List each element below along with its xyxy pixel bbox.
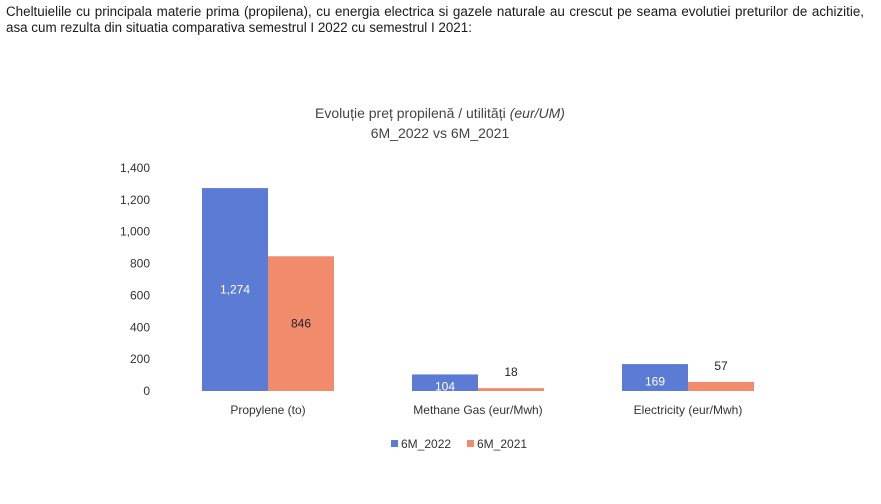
x-category-label: Electricity (eur/Mwh) bbox=[634, 403, 743, 417]
bar-6M_2021-2 bbox=[688, 381, 754, 391]
data-label-6M_2022-0: 1,274 bbox=[220, 283, 250, 297]
intro-paragraph: Cheltuielile cu principala materie prima… bbox=[6, 4, 864, 35]
y-tick-label: 200 bbox=[130, 352, 150, 366]
x-category-label: Propylene (to) bbox=[230, 403, 305, 417]
chart-title-main: Evoluție preț propilenă / utilități bbox=[315, 105, 506, 121]
data-label-6M_2021-1: 18 bbox=[504, 365, 518, 379]
legend-label-6M_2021: 6M_2021 bbox=[477, 437, 527, 451]
data-label-6M_2021-0: 846 bbox=[291, 317, 311, 331]
bar-6M_2022-0 bbox=[202, 188, 268, 391]
bar-6M_2021-1 bbox=[478, 388, 544, 391]
y-tick-label: 400 bbox=[130, 320, 150, 334]
y-tick-label: 1,000 bbox=[120, 225, 150, 239]
bar-6M_2022-2 bbox=[622, 364, 688, 391]
data-label-6M_2022-2: 169 bbox=[645, 375, 665, 389]
x-axis: Propylene (to) Methane Gas (eur/Mwh) Elect… bbox=[230, 403, 742, 417]
y-tick-label: 600 bbox=[130, 288, 150, 302]
data-label-6M_2022-1: 104 bbox=[435, 380, 455, 394]
data-label-6M_2021-2: 57 bbox=[714, 359, 728, 373]
y-axis: 0 200 400 600 800 1,000 1,200 1,400 bbox=[120, 161, 150, 398]
y-tick-label: 1,200 bbox=[120, 193, 150, 207]
bar-6M_2022-1 bbox=[412, 374, 478, 391]
chart-title: Evoluție preț propilenă / utilități (eur/… bbox=[315, 105, 565, 121]
bars-group: 1,274 846 104 18 169 57 bbox=[202, 188, 754, 394]
legend-label-6M_2022: 6M_2022 bbox=[401, 437, 451, 451]
x-category-label: Methane Gas (eur/Mwh) bbox=[413, 403, 542, 417]
y-tick-label: 800 bbox=[130, 257, 150, 271]
bar-6M_2021-0 bbox=[268, 256, 334, 391]
chart-title-unit: (eur/UM) bbox=[510, 105, 565, 121]
y-tick-label: 1,400 bbox=[120, 161, 150, 175]
legend-swatch-6M_2022 bbox=[391, 440, 398, 447]
chart-subtitle: 6M_2022 vs 6M_2021 bbox=[371, 125, 510, 141]
legend: 6M_2022 6M_2021 bbox=[391, 437, 527, 451]
legend-swatch-6M_2021 bbox=[467, 440, 474, 447]
y-tick-label: 0 bbox=[143, 384, 150, 398]
